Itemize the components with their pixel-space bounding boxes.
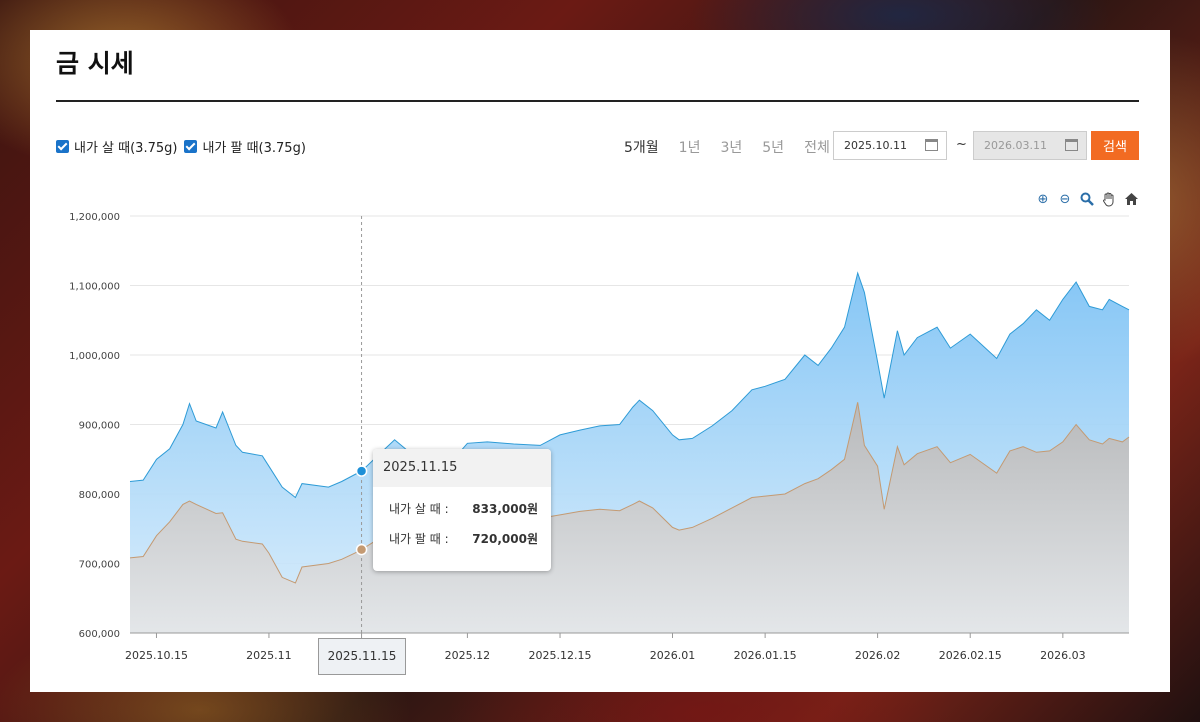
x-tick-label: 2025.10.15: [125, 649, 188, 662]
gold-price-card: 금 시세 내가 살 때(3.75g) 내가 팔 때(3.75g) 5개월 1년 …: [30, 30, 1170, 692]
start-date-input[interactable]: 2025.10.11: [833, 131, 947, 160]
y-tick-label: 900,000: [79, 421, 120, 432]
buy-legend-label[interactable]: 내가 살 때(3.75g): [74, 141, 178, 156]
end-date-input[interactable]: 2026.03.11: [973, 131, 1087, 160]
price-chart[interactable]: 600,000 700,000 800,000 900,000 1,000,000 1,1…: [30, 30, 1170, 692]
magnify-icon[interactable]: [1078, 190, 1096, 208]
sell-price-area: [130, 402, 1129, 633]
y-tick-label: 1,200,000: [69, 212, 120, 223]
x-tick-label: 2025.12: [445, 649, 491, 662]
y-tick-label: 800,000: [79, 490, 120, 501]
end-date-value: 2026.03.11: [984, 139, 1047, 152]
y-tick-label: 1,100,000: [69, 282, 120, 293]
home-icon[interactable]: [1122, 190, 1140, 208]
tooltip-buy-label: 내가 살 때 :: [389, 502, 449, 516]
search-button[interactable]: 검색: [1091, 131, 1139, 160]
tooltip-date: 2025.11.15: [373, 449, 551, 487]
period-3years[interactable]: 3년: [720, 140, 743, 156]
period-all[interactable]: 전체: [804, 140, 830, 156]
x-tick-label: 2025.12.15: [529, 649, 592, 662]
y-tick-label: 700,000: [79, 560, 120, 571]
period-tabs: 5개월 1년 3년 5년 전체: [624, 137, 850, 157]
sell-hover-marker: [355, 543, 368, 556]
y-tick-label: 1,000,000: [69, 351, 120, 362]
x-tick-label: 2026.02: [855, 649, 901, 662]
sell-price-line: [129, 402, 1130, 584]
zoom-in-icon[interactable]: ⊕: [1037, 191, 1049, 207]
x-tick-label: 2026.03: [1040, 649, 1086, 662]
period-5years[interactable]: 5년: [762, 140, 785, 156]
calendar-icon[interactable]: [1065, 139, 1078, 151]
start-date-value: 2025.10.11: [844, 139, 907, 152]
x-tick-label: 2026.01: [650, 649, 696, 662]
tooltip-buy-row: 내가 살 때 : 833,000원: [373, 500, 551, 517]
pan-hand-icon[interactable]: [1100, 190, 1118, 208]
tooltip-sell-value: 720,000원: [472, 532, 538, 546]
x-axis: 2025.10.15 2025.11 2025.12 2025.12.15 2026.0…: [125, 632, 1129, 662]
tooltip-buy-value: 833,000원: [472, 502, 538, 516]
x-tick-label: 2025.11: [246, 649, 292, 662]
legend: 내가 살 때(3.75g) 내가 팔 때(3.75g): [56, 137, 313, 156]
sell-checkbox[interactable]: [184, 140, 198, 153]
title-divider: [56, 100, 1139, 102]
y-tick-label: 600,000: [79, 629, 120, 640]
sell-legend-label[interactable]: 내가 팔 때(3.75g): [202, 141, 306, 156]
tooltip-sell-row: 내가 팔 때 : 720,000원: [373, 530, 551, 547]
buy-hover-marker: [355, 465, 368, 477]
zoom-out-icon[interactable]: ⊖: [1059, 191, 1071, 207]
period-5months[interactable]: 5개월: [624, 140, 659, 156]
x-tick-label: 2026.01.15: [734, 649, 797, 662]
x-tick-label: 2026.02.15: [939, 649, 1002, 662]
calendar-icon[interactable]: [925, 139, 938, 151]
tooltip-sell-label: 내가 팔 때 :: [389, 532, 449, 546]
chart-toolbar: ⊕ ⊖: [1030, 190, 1140, 208]
x-cursor-label: 2025.11.15: [318, 638, 406, 675]
buy-checkbox[interactable]: [56, 140, 69, 153]
period-1year[interactable]: 1년: [678, 140, 701, 156]
date-separator: ~: [956, 137, 967, 152]
chart-tooltip: 2025.11.15 내가 살 때 : 833,000원 내가 팔 때 : 72…: [373, 449, 551, 571]
buy-price-line: [129, 271, 1130, 499]
page-title: 금 시세: [56, 49, 134, 78]
